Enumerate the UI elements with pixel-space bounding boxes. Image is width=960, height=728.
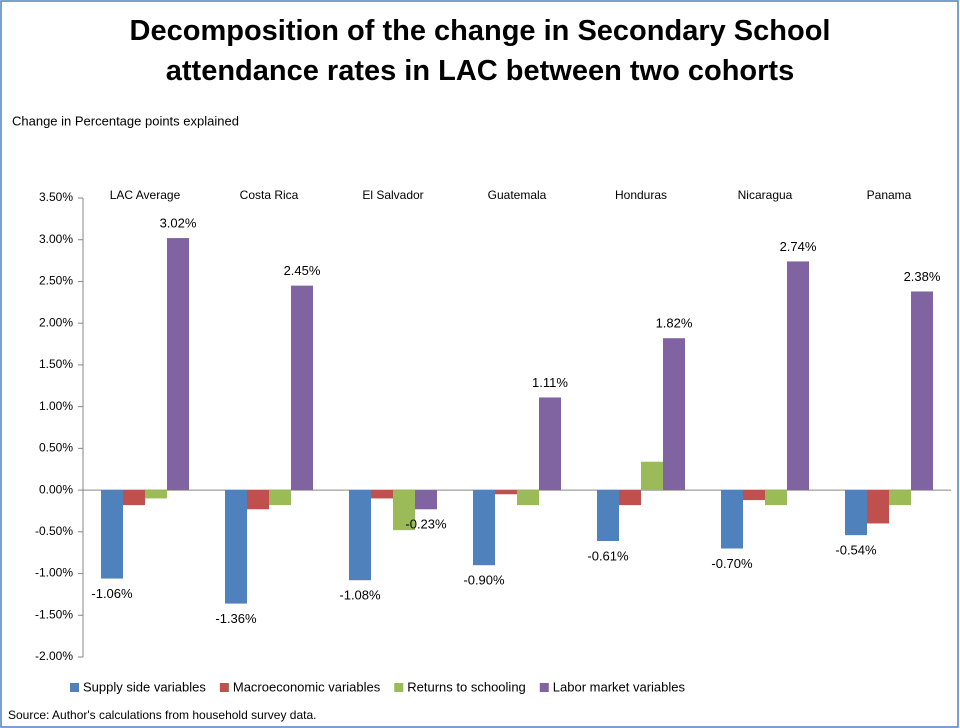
bar — [269, 490, 291, 506]
bar — [743, 490, 765, 501]
category-label: Panama — [867, 188, 912, 202]
category-label: Nicaragua — [738, 188, 793, 202]
legend-label: Supply side variables — [83, 679, 206, 694]
bar — [867, 490, 889, 524]
data-label: 2.38% — [904, 269, 941, 284]
bar — [371, 490, 393, 499]
data-label: -1.08% — [339, 588, 381, 603]
bar — [247, 490, 269, 510]
bar — [123, 490, 145, 506]
legend-label: Returns to schooling — [407, 679, 526, 694]
bar — [495, 490, 517, 495]
category-label: LAC Average — [110, 188, 181, 202]
chart-subtitle: Change in Percentage points explained — [12, 113, 239, 128]
bar — [393, 490, 415, 531]
bar — [291, 285, 313, 491]
bar — [225, 490, 247, 604]
bar — [845, 490, 867, 536]
source-note: Source: Author's calculations from house… — [8, 708, 316, 722]
data-label: 2.45% — [284, 263, 321, 278]
bar — [911, 291, 933, 491]
category-label: Guatemala — [488, 188, 547, 202]
bar — [101, 490, 123, 579]
bar — [787, 261, 809, 491]
category-label: Costa Rica — [240, 188, 299, 202]
bar — [539, 397, 561, 491]
bar — [641, 461, 663, 491]
bar — [145, 490, 167, 499]
bar — [721, 490, 743, 549]
category-label: Honduras — [615, 188, 667, 202]
bar — [517, 490, 539, 506]
data-label: 3.02% — [160, 215, 197, 230]
data-label: 1.11% — [532, 375, 568, 390]
bar — [415, 490, 437, 510]
data-label: -0.23% — [405, 517, 447, 532]
y-tick-label: 1.00% — [39, 399, 73, 413]
data-label: 2.74% — [780, 239, 817, 254]
legend-label: Macroeconomic variables — [233, 679, 381, 694]
data-label: 1.82% — [656, 316, 693, 331]
y-tick-label: 2.50% — [39, 274, 73, 288]
bar — [889, 490, 911, 506]
y-tick-label: -1.00% — [35, 566, 73, 580]
y-tick-label: 2.00% — [39, 315, 73, 329]
category-label: El Salvador — [362, 188, 423, 202]
bar — [663, 338, 685, 491]
y-tick-label: 3.50% — [39, 190, 73, 204]
y-tick-label: 1.50% — [39, 357, 73, 371]
y-tick-label: -2.00% — [35, 649, 73, 663]
data-label: -1.36% — [215, 611, 257, 626]
bar — [619, 490, 641, 506]
y-tick-label: -0.50% — [35, 524, 73, 538]
y-tick-label: -1.50% — [35, 607, 73, 621]
bar — [597, 490, 619, 541]
data-label: -0.61% — [587, 548, 629, 563]
data-label: -0.54% — [835, 543, 877, 558]
legend-swatch — [219, 683, 229, 692]
bar — [473, 490, 495, 566]
bar — [167, 238, 189, 491]
y-tick-label: 0.50% — [39, 441, 73, 455]
chart-title: Decomposition of the change in Secondary… — [130, 15, 831, 87]
legend-swatch — [394, 683, 404, 692]
legend-swatch — [70, 683, 79, 692]
legend-swatch — [539, 683, 549, 692]
data-label: -1.06% — [91, 586, 133, 601]
legend-label: Labor market variables — [553, 679, 686, 694]
data-label: -0.90% — [463, 573, 505, 588]
y-tick-label: 0.00% — [39, 482, 73, 496]
y-tick-label: 3.00% — [39, 232, 73, 246]
bar — [765, 490, 787, 506]
bar — [349, 490, 371, 581]
data-label: -0.70% — [711, 556, 753, 571]
